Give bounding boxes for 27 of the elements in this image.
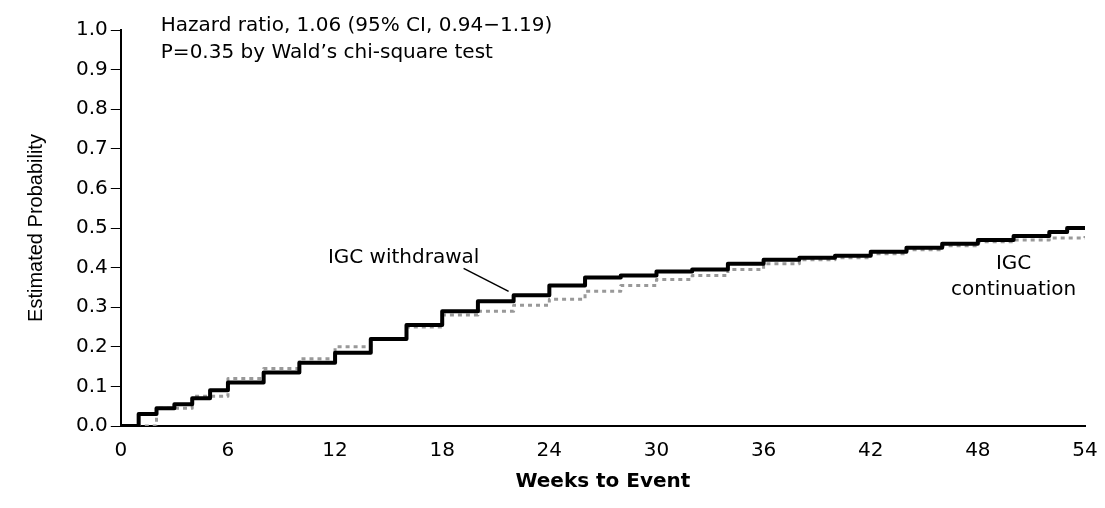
y-tick-label: 0.6: [75, 174, 108, 199]
y-tick-label: 0.0: [75, 412, 108, 437]
y-tick-label: 0.8: [75, 95, 108, 120]
y-tick-label: 0.7: [75, 135, 108, 159]
y-tick-label: 0.3: [75, 293, 108, 318]
series-label: IGC withdrawal: [327, 243, 480, 268]
y-tick-label: 1.0: [75, 16, 108, 41]
annotation: P=0.35 by Wald’s chi-square test: [160, 39, 494, 64]
x-tick-label: 48: [965, 437, 991, 462]
y-tick-label: 0.9: [75, 55, 108, 80]
y-tick-label: 0.4: [75, 253, 108, 278]
x-tick-label: 42: [858, 437, 884, 462]
x-tick-label: 18: [429, 437, 455, 462]
x-tick-label: 6: [221, 437, 235, 462]
x-tick-label: 36: [750, 437, 777, 462]
y-axis-title: Estimated Probability: [23, 134, 46, 322]
x-tick-label: 30: [643, 437, 670, 462]
series-label: IGC continuation: [950, 250, 1077, 301]
x-tick-label: 12: [322, 437, 348, 462]
y-tick-label: 0.5: [75, 214, 108, 239]
x-axis-title: Weeks to Event: [515, 468, 691, 493]
y-tick-label: 0.1: [75, 372, 108, 397]
x-tick-label: 54: [1072, 437, 1098, 462]
annotation: Hazard ratio, 1.06 (95% CI, 0.94−1.19): [160, 12, 553, 37]
x-tick-label: 24: [536, 437, 563, 462]
x-tick-label: 0: [114, 437, 128, 462]
y-tick-label: 0.2: [75, 333, 108, 357]
